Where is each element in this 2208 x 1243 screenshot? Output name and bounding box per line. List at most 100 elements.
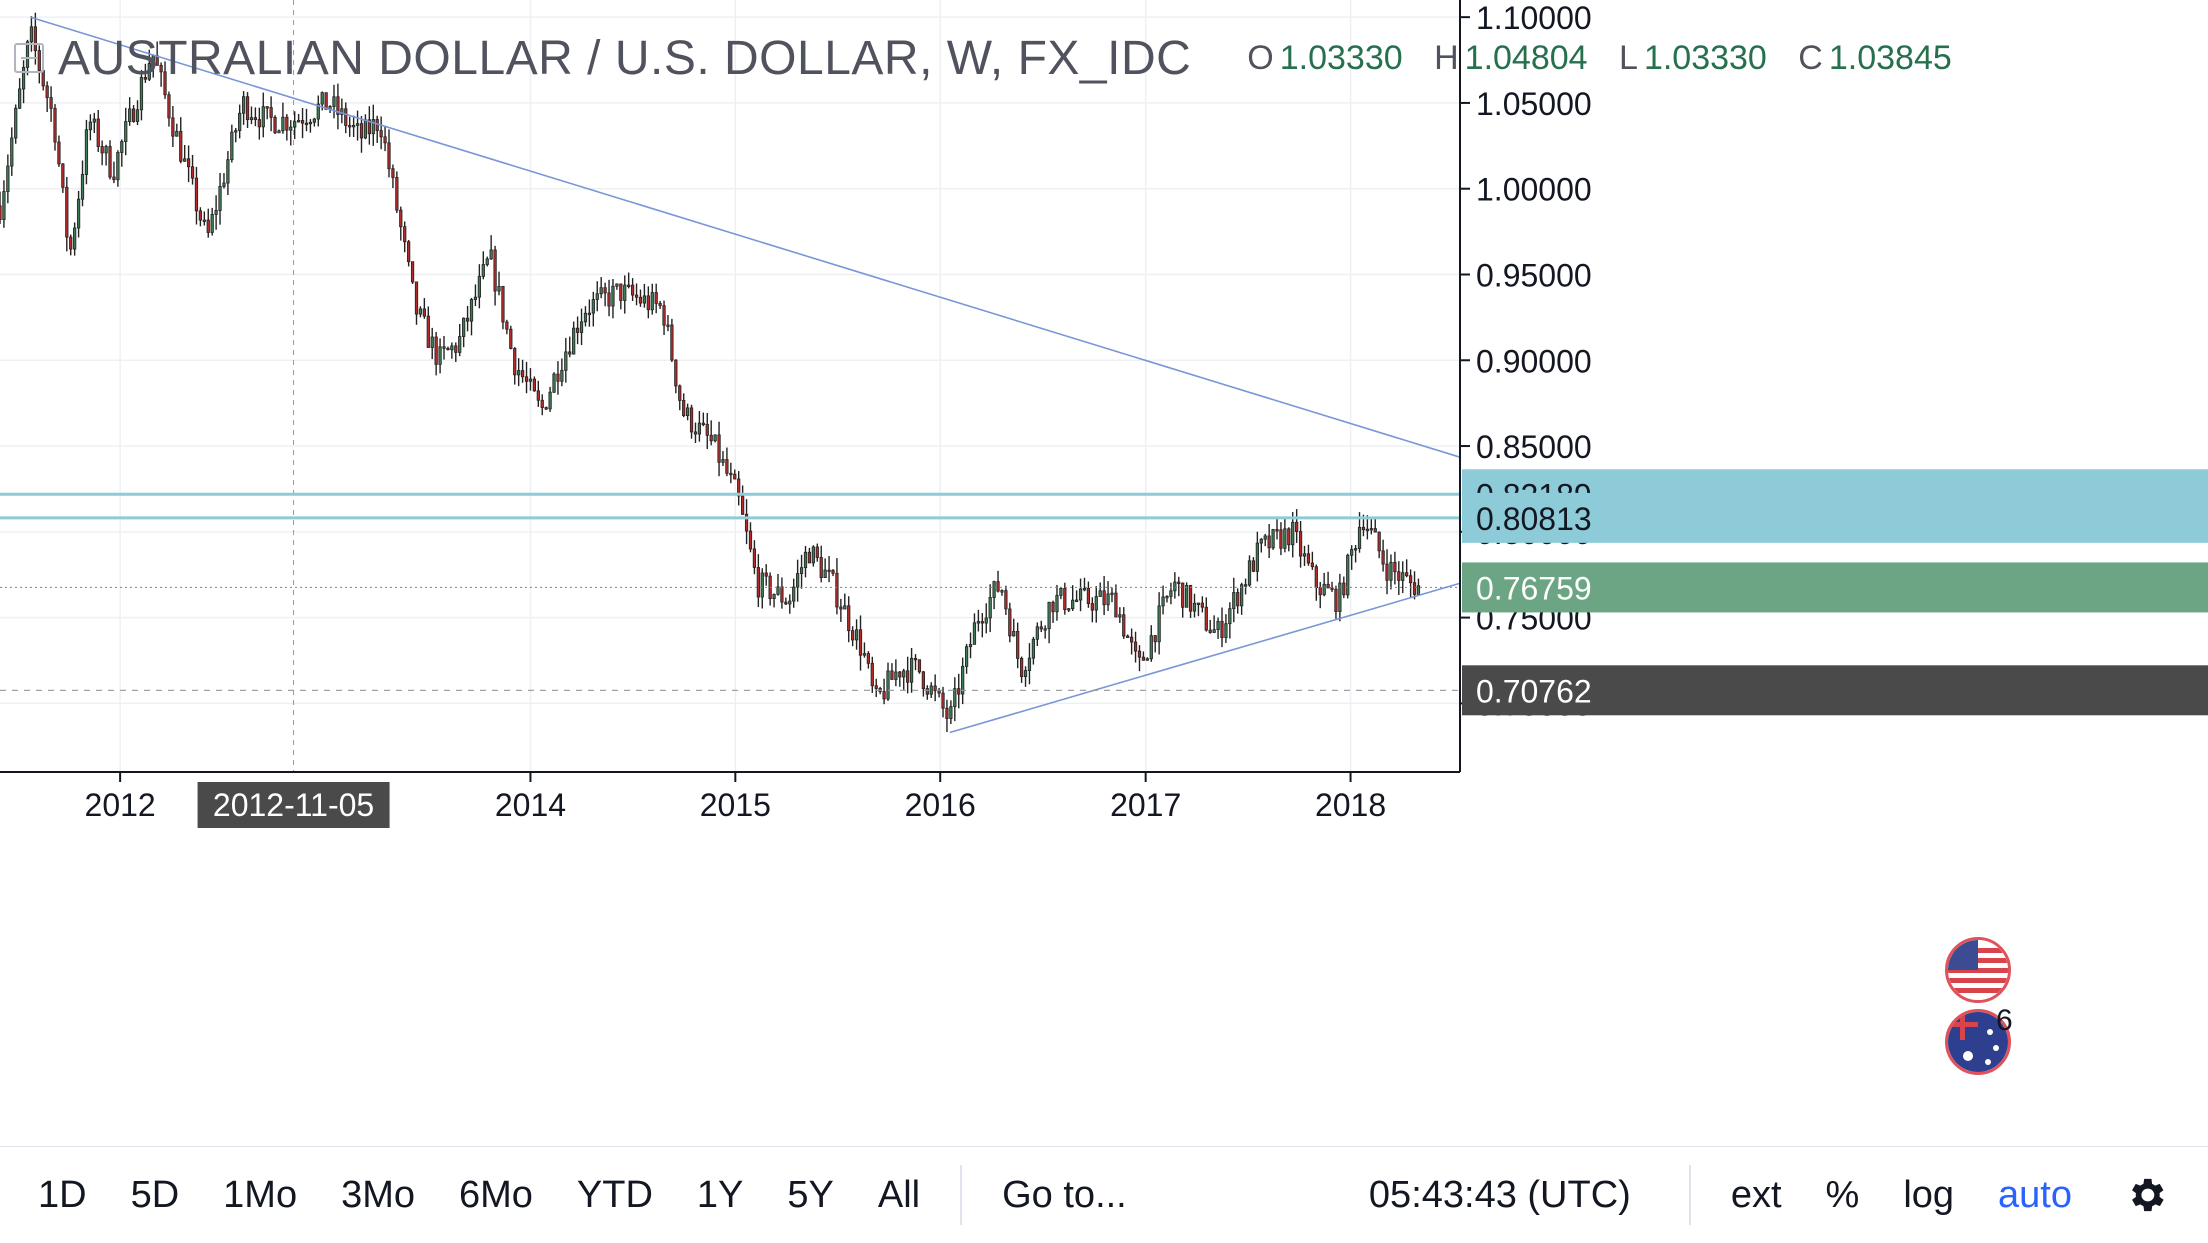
candle-body <box>815 546 819 558</box>
candle-body <box>552 373 556 393</box>
candle-body <box>866 653 870 664</box>
time-tick-label: 2015 <box>700 787 771 823</box>
trendline <box>949 582 1461 734</box>
crosshair-date-badge: 2012-11-05 <box>213 787 374 823</box>
candle-body <box>403 226 407 243</box>
candle-body <box>803 551 808 569</box>
candle-body <box>222 182 226 187</box>
candle-body <box>1067 608 1071 611</box>
percent-scale-toggle[interactable]: % <box>1825 1173 1860 1216</box>
auto-scale-toggle[interactable]: auto <box>1998 1173 2072 1216</box>
candle-body <box>666 324 670 327</box>
time-tick-label: 2018 <box>1315 787 1386 823</box>
candle-body <box>1357 526 1362 549</box>
close-value: 1.03845 <box>1828 38 1952 77</box>
range-5y-button[interactable]: 5Y <box>787 1173 834 1216</box>
candle-body <box>1106 593 1110 606</box>
candle-body <box>607 292 611 307</box>
goto-date-button[interactable]: Go to... <box>1002 1173 1127 1216</box>
candle-body <box>717 434 721 463</box>
candle-body <box>261 106 265 128</box>
candle-body <box>811 546 815 564</box>
candle-body <box>925 688 929 695</box>
candle-body <box>1098 590 1102 597</box>
candle-body <box>1243 584 1248 587</box>
grid-lines <box>0 0 1460 772</box>
open-key: O <box>1247 38 1274 77</box>
candle-body <box>682 400 686 417</box>
legend-collapse-icon[interactable] <box>14 43 44 73</box>
candle-body <box>1361 526 1366 531</box>
candle-body <box>18 88 22 109</box>
candle-body <box>1271 529 1275 549</box>
candle-body <box>1322 583 1326 596</box>
candle-body <box>422 308 426 317</box>
candle-body <box>1373 528 1377 533</box>
extended-hours-toggle[interactable]: ext <box>1730 1173 1782 1216</box>
range-1y-button[interactable]: 1Y <box>696 1173 744 1216</box>
candle-body <box>630 284 635 296</box>
candle-body <box>179 130 183 162</box>
candle-body <box>847 605 851 632</box>
candle-body <box>1177 581 1181 584</box>
candle-body <box>1102 590 1106 606</box>
range-3mo-button[interactable]: 3Mo <box>341 1173 415 1216</box>
candle-body <box>1181 582 1185 608</box>
candle-body <box>909 657 914 683</box>
candle-body <box>1314 566 1318 588</box>
range-ytd-button[interactable]: YTD <box>576 1173 653 1216</box>
high-value: 1.04804 <box>1464 38 1588 77</box>
candle-body <box>324 92 328 110</box>
candle-body <box>752 548 757 568</box>
price-tick-label: 0.90000 <box>1476 343 1592 379</box>
range-1mo-button[interactable]: 1Mo <box>223 1173 298 1216</box>
candle-body <box>1122 614 1126 637</box>
candle-body <box>843 605 847 610</box>
candle-body <box>851 630 855 641</box>
candle-body <box>241 96 246 114</box>
range-all-button[interactable]: All <box>877 1173 921 1216</box>
candle-body <box>489 249 493 260</box>
candle-body <box>587 312 592 316</box>
candle-body <box>1157 605 1161 643</box>
candle-body <box>234 130 238 133</box>
candle-body <box>1086 588 1091 604</box>
candle-body <box>124 121 128 142</box>
candle-body <box>363 119 368 139</box>
candle-body <box>536 390 540 401</box>
candle-body <box>1047 601 1051 630</box>
candle-body <box>230 131 234 161</box>
range-6mo-button[interactable]: 6Mo <box>459 1173 533 1216</box>
price-tick-label: 1.10000 <box>1476 0 1592 36</box>
us-flag-icon[interactable] <box>1945 937 2011 1003</box>
candle-body <box>1145 658 1149 661</box>
settings-gear-icon[interactable] <box>2124 1173 2168 1217</box>
candle-body <box>344 108 348 126</box>
candle-body <box>112 176 116 181</box>
range-5d-button[interactable]: 5D <box>130 1173 180 1216</box>
utc-clock[interactable]: 05:43:43 (UTC) <box>1368 1173 1631 1216</box>
candle-body <box>281 116 285 132</box>
range-1d-button[interactable]: 1D <box>38 1173 87 1216</box>
candle-body <box>799 567 804 574</box>
candle-body <box>638 296 643 304</box>
candle-body <box>1012 630 1016 637</box>
price-chart[interactable]: 1.10000 1.05000 1.00000 0.95000 0.90000 0.850… <box>0 0 2208 1146</box>
candle-body <box>1059 587 1063 596</box>
candle-body <box>320 92 324 105</box>
candle-body <box>760 572 764 598</box>
australia-flag-icon[interactable] <box>1945 1009 2011 1075</box>
candle-body <box>1039 626 1043 630</box>
candle-body <box>273 116 277 134</box>
candle-body <box>438 346 442 365</box>
candle-body <box>827 569 831 572</box>
candle-body <box>972 622 977 645</box>
candle-body <box>1224 623 1228 638</box>
candle-body <box>1401 572 1405 581</box>
candle-body <box>202 219 206 222</box>
log-scale-toggle[interactable]: log <box>1903 1173 1955 1216</box>
candle-body <box>540 399 544 408</box>
candle-body <box>579 321 584 333</box>
candle-body <box>418 308 423 315</box>
candle-body <box>744 513 749 532</box>
